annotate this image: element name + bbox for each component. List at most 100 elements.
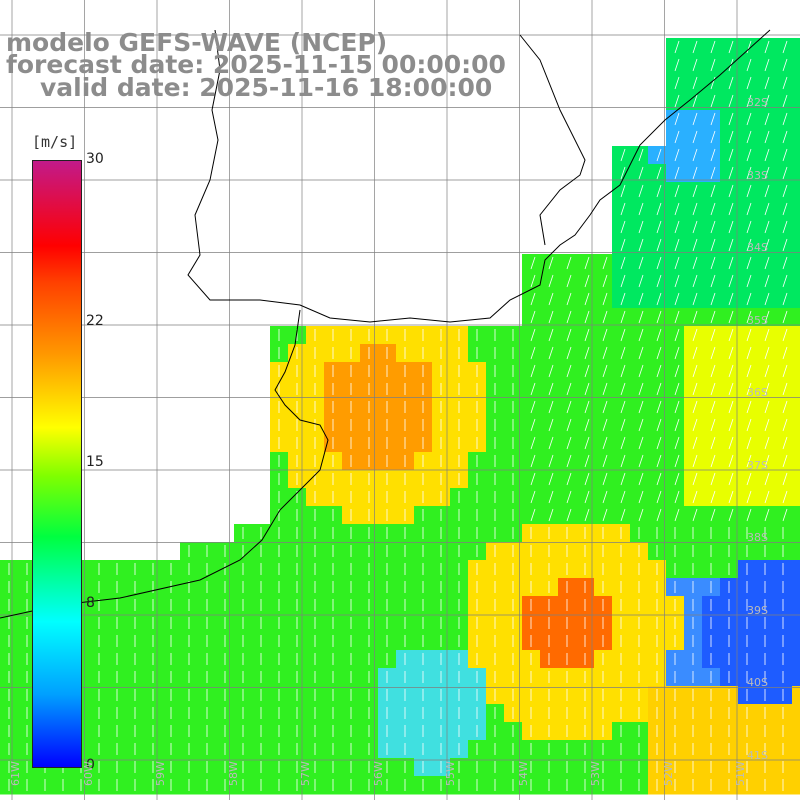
wind-speed-cell [774, 92, 793, 111]
wind-arrow [728, 184, 734, 198]
wind-arrow [656, 238, 662, 252]
wind-arrow [656, 508, 662, 522]
wind-arrow [566, 472, 572, 486]
wind-arrow [656, 166, 662, 180]
latitude-label: 39S [747, 603, 768, 617]
wind-arrow [620, 256, 626, 270]
wind-arrow [710, 112, 716, 126]
wind-speed-cell [576, 470, 595, 489]
wind-speed-cell [648, 470, 667, 489]
wind-arrow [746, 346, 752, 360]
colorbar-tick-label: 22 [86, 312, 104, 329]
wind-speed-cell [792, 722, 800, 741]
wind-speed-cell [522, 380, 541, 399]
wind-speed-cell [576, 254, 595, 273]
wind-speed-cell [576, 290, 595, 309]
wind-speed-cell [666, 56, 685, 75]
wind-arrow [728, 112, 734, 126]
wind-speed-cell [702, 488, 721, 507]
wind-arrow [710, 346, 716, 360]
wind-arrow [584, 346, 590, 360]
wind-arrow [638, 166, 644, 180]
wind-arrow [764, 508, 770, 522]
wind-speed-cell [792, 182, 800, 201]
wind-speed-cell [774, 416, 793, 435]
wind-arrow [674, 274, 680, 288]
wind-speed-cell [522, 290, 541, 309]
wind-arrow [602, 256, 608, 270]
wind-speed-cell [522, 398, 541, 417]
wind-speed-cell [702, 326, 721, 345]
wind-arrow [566, 418, 572, 432]
colorbar [32, 160, 82, 768]
wind-arrow [746, 400, 752, 414]
wind-speed-cell [792, 56, 800, 75]
wind-arrow [710, 508, 716, 522]
wind-arrow [746, 184, 752, 198]
wind-arrow [656, 454, 662, 468]
wind-arrow [566, 490, 572, 504]
wind-speed-cell [738, 434, 757, 453]
wind-speed-cell [594, 488, 613, 507]
wind-speed-cell [720, 506, 739, 525]
wind-speed-cell [792, 416, 800, 435]
wind-arrow [710, 382, 716, 396]
wind-arrow [656, 202, 662, 216]
wind-arrow [602, 274, 608, 288]
wind-arrow [746, 76, 752, 90]
wind-arrow [620, 184, 626, 198]
wind-speed-cell [558, 344, 577, 363]
wind-speed-cell [666, 128, 685, 147]
longitude-label: 56W [371, 761, 385, 786]
coastline [0, 29, 771, 619]
wind-arrow [638, 382, 644, 396]
wind-arrow [656, 418, 662, 432]
wind-speed-cell [702, 308, 721, 327]
wind-arrow [674, 256, 680, 270]
wind-speed-cell [540, 362, 559, 381]
wind-arrow [710, 328, 716, 342]
wind-arrow [584, 472, 590, 486]
wind-arrow [620, 202, 626, 216]
wind-speed-cell [774, 74, 793, 93]
wind-speed-cell [612, 308, 631, 327]
wind-arrow [692, 256, 698, 270]
latitude-label: 37S [747, 458, 768, 472]
wind-arrow [638, 274, 644, 288]
wind-speed-cell [792, 452, 800, 471]
wind-arrow [602, 310, 608, 324]
wind-speed-cell [666, 398, 685, 417]
wind-arrow [566, 508, 572, 522]
wind-arrow [692, 184, 698, 198]
wind-speed-cell [594, 362, 613, 381]
wind-speed-cell [684, 398, 703, 417]
longitude-label: 58W [226, 761, 240, 786]
wind-speed-cell [522, 344, 541, 363]
wind-speed-cell [630, 452, 649, 471]
wind-direction-arrows [8, 40, 788, 791]
wind-arrow [764, 148, 770, 162]
wind-arrow [746, 364, 752, 378]
wind-speed-cell [756, 380, 775, 399]
wind-arrow [692, 346, 698, 360]
wind-arrow [710, 418, 716, 432]
wind-speed-cell [756, 398, 775, 417]
wind-arrow [530, 472, 536, 486]
wind-arrow [710, 166, 716, 180]
wind-speed-cell [684, 200, 703, 219]
wind-speed-cell [684, 416, 703, 435]
wind-arrow [566, 256, 572, 270]
wind-speed-cell [738, 254, 757, 273]
wind-arrow [638, 364, 644, 378]
wind-arrow [656, 274, 662, 288]
wind-speed-cell [756, 74, 775, 93]
wind-speed-cell [702, 434, 721, 453]
wind-speed-cell [666, 344, 685, 363]
wind-speed-cell [558, 362, 577, 381]
wind-speed-cell [558, 326, 577, 345]
wind-arrow [674, 418, 680, 432]
wind-arrow [692, 112, 698, 126]
wind-arrow [638, 472, 644, 486]
wind-speed-cell [738, 308, 757, 327]
wind-speed-cell [648, 416, 667, 435]
